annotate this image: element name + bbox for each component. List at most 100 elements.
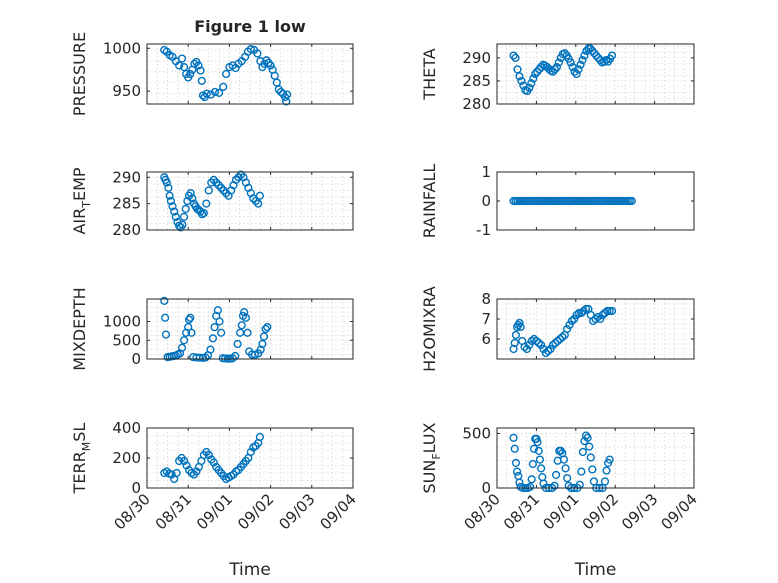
data-point [246, 45, 255, 54]
data-point [546, 344, 555, 354]
subplot-7: 08/3008/3109/0109/0209/0309/040200400TER… [70, 419, 360, 580]
data-point [570, 314, 579, 324]
data-point [551, 338, 560, 348]
data-point [574, 65, 583, 74]
y-axis-label: THETA [420, 48, 439, 100]
data-point [560, 49, 569, 58]
data-point [588, 46, 597, 56]
subplot-3: 280 285 290 AIRTEMP [70, 167, 354, 239]
data-point [522, 344, 532, 354]
data-point [535, 455, 545, 464]
data-point [532, 336, 541, 346]
data-point [187, 328, 196, 337]
x-tick-label: 09/01 [539, 490, 582, 533]
data-point [558, 332, 567, 342]
data-point [210, 323, 219, 332]
data-point [593, 312, 602, 322]
data-series [160, 432, 264, 484]
data-point [602, 466, 611, 475]
y-tick-label: 7 [481, 310, 491, 328]
y-axis-label: AIRTEMP [70, 167, 93, 234]
data-point [170, 207, 179, 216]
data-point [583, 433, 592, 442]
data-point [233, 339, 242, 349]
data-point [525, 340, 534, 350]
data-point [578, 447, 587, 457]
x-tick-label: 09/02 [234, 490, 277, 533]
data-point [164, 183, 173, 192]
data-point [228, 354, 237, 363]
data-point [572, 310, 581, 320]
data-point [175, 61, 184, 70]
data-point [567, 316, 576, 326]
data-point [554, 58, 563, 67]
y-axis-label: TERRMSL [70, 423, 93, 495]
x-tick-label: 09/01 [193, 490, 236, 533]
axes-box [496, 43, 695, 105]
data-point [162, 178, 171, 187]
data-point [160, 296, 169, 305]
data-point [537, 464, 546, 473]
data-point [241, 313, 250, 322]
y-tick-label: 0 [481, 192, 491, 210]
data-point [576, 60, 585, 69]
data-point [533, 67, 542, 76]
y-tick-label: 285 [112, 195, 141, 213]
data-point [596, 56, 605, 65]
data-point [161, 313, 170, 322]
data-point [516, 322, 525, 332]
data-point [219, 82, 228, 91]
data-point [202, 199, 211, 208]
data-point [259, 332, 269, 341]
x-tick-label: 09/02 [579, 490, 622, 533]
data-point [572, 69, 581, 79]
data-point [166, 196, 175, 206]
y-tick-label: 280 [462, 95, 491, 113]
data-point [577, 308, 586, 318]
data-point [222, 69, 231, 79]
data-point [195, 353, 204, 362]
data-point [186, 313, 195, 322]
data-point [525, 83, 534, 92]
axes-box [146, 427, 354, 489]
y-axis-label: MIXDEPTH [70, 287, 89, 370]
data-point [204, 186, 213, 195]
data-point [586, 44, 595, 53]
data-point [607, 51, 617, 60]
x-tick-label: 09/04 [658, 490, 701, 533]
data-point [165, 191, 174, 200]
data-point [598, 310, 607, 320]
data-point [539, 479, 548, 488]
data-point [246, 447, 255, 457]
data-point [199, 209, 208, 218]
axes-box [496, 427, 695, 489]
data-point [255, 432, 264, 442]
y-tick-label: -1 [476, 221, 491, 239]
y-tick-label: 500 [462, 424, 491, 442]
data-point [208, 334, 218, 343]
data-point [197, 76, 206, 85]
axes-box [146, 43, 354, 105]
data-point [215, 88, 224, 97]
data-point [603, 306, 612, 316]
data-point [607, 306, 617, 316]
data-point [527, 336, 536, 346]
data-point [551, 470, 561, 480]
data-series [509, 196, 636, 206]
y-axis-label: SUNFLUX [420, 422, 443, 493]
data-point [515, 72, 524, 81]
subplot-1: 950 1000 PRESSURE Figure 1 low [70, 17, 354, 116]
x-tick-label: 09/03 [275, 490, 318, 533]
data-point [511, 53, 520, 62]
y-tick-label: 8 [481, 290, 491, 308]
data-point [206, 90, 215, 99]
data-point [541, 348, 550, 358]
axes-box [146, 171, 354, 231]
data-point [533, 438, 542, 447]
data-point [529, 74, 538, 83]
data-point [550, 65, 560, 74]
data-point [605, 306, 614, 316]
data-point [550, 481, 559, 490]
